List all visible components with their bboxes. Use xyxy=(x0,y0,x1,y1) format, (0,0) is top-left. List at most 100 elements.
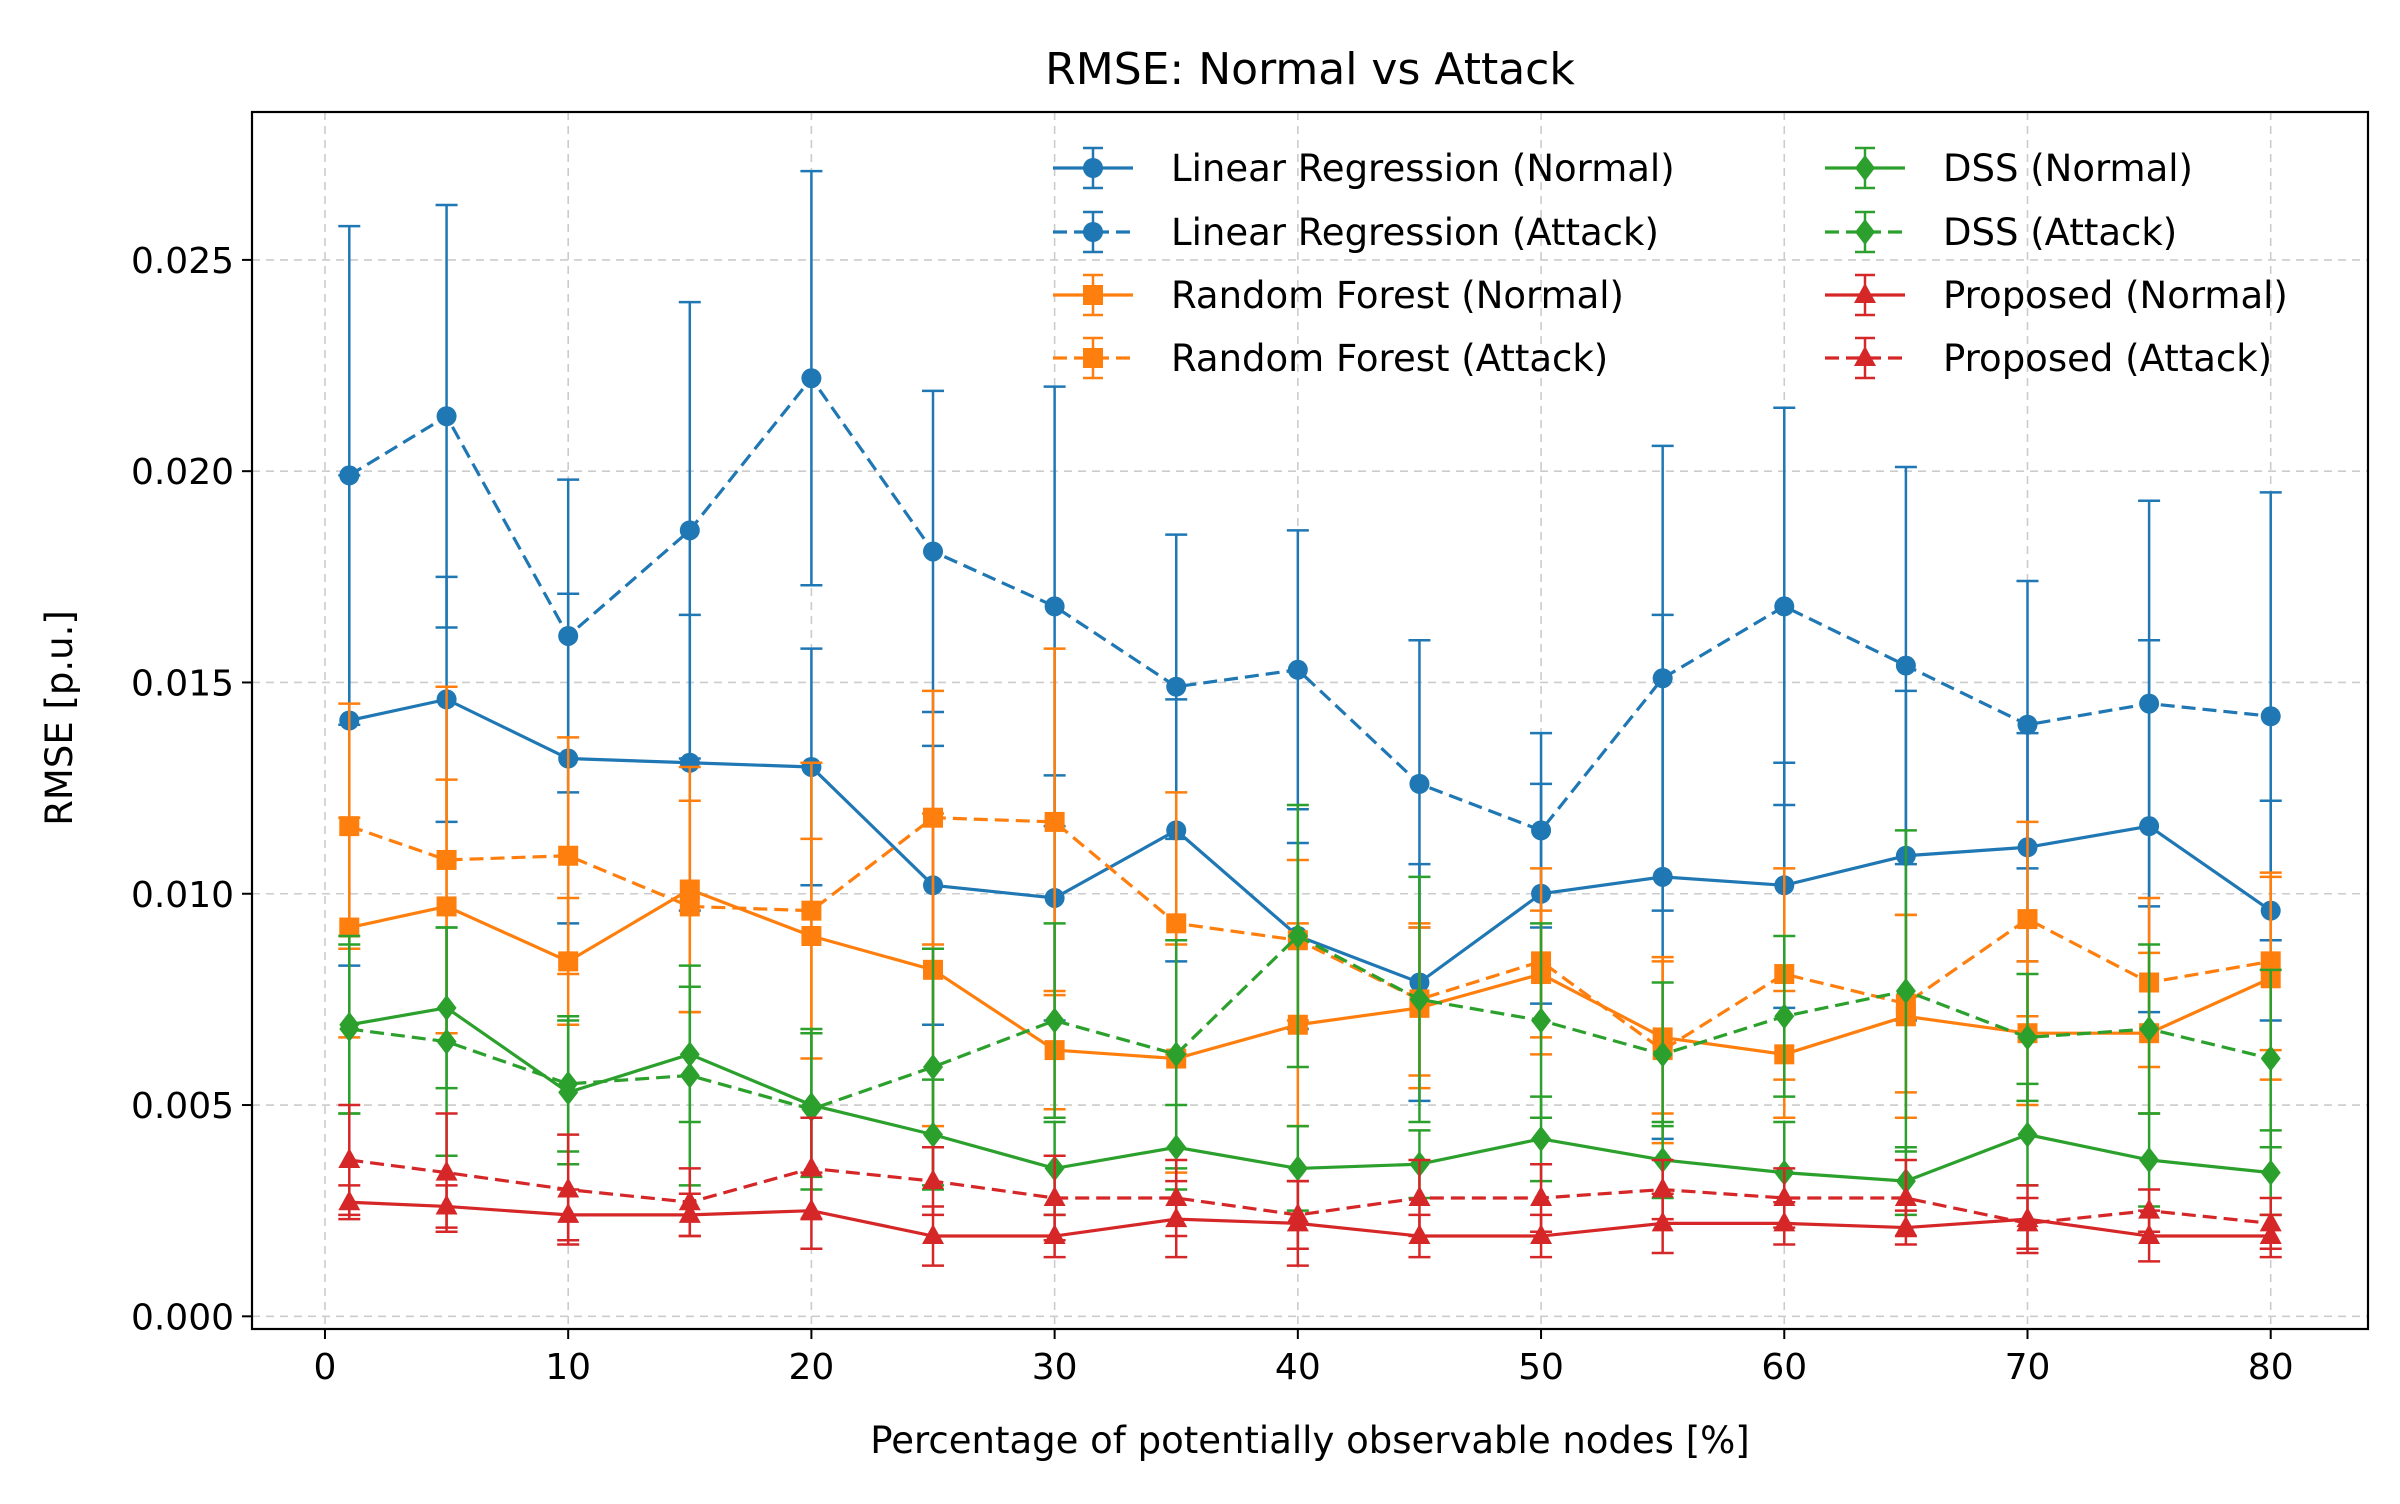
data-point xyxy=(2139,1015,2160,1042)
data-point xyxy=(679,896,700,917)
data-point xyxy=(1894,1186,1917,1207)
data-point xyxy=(1286,1202,1309,1223)
data-point xyxy=(800,1156,823,1177)
data-point xyxy=(2017,1121,2038,1148)
data-point xyxy=(1652,668,1673,689)
data-point xyxy=(1531,1125,1552,1152)
data-point xyxy=(1774,1003,1795,1030)
series-2 xyxy=(338,169,2282,942)
data-point xyxy=(338,1147,361,1168)
data-point xyxy=(2260,1045,2281,1072)
data-point xyxy=(1531,1007,1552,1034)
x-tick-label: 20 xyxy=(788,1347,834,1388)
data-point xyxy=(922,1224,945,1245)
data-point xyxy=(2138,1198,2161,1219)
legend-label: Random Forest (Attack) xyxy=(1171,337,1608,380)
legend-marker xyxy=(1855,155,1875,181)
x-tick-label: 70 xyxy=(2005,1347,2051,1388)
data-point xyxy=(801,1096,822,1123)
data-point xyxy=(1044,1007,1065,1034)
data-point xyxy=(1409,773,1430,794)
data-point xyxy=(1044,596,1065,617)
x-tick-label: 60 xyxy=(1761,1347,1807,1388)
data-point xyxy=(923,807,944,828)
data-point xyxy=(1530,1224,1553,1245)
data-point xyxy=(2017,714,2038,735)
data-point xyxy=(2260,951,2281,972)
data-point xyxy=(339,816,360,837)
data-point xyxy=(1409,986,1430,1013)
data-point xyxy=(1287,923,1308,950)
data-point xyxy=(678,1190,701,1211)
data-point xyxy=(1895,655,1916,676)
data-point xyxy=(679,520,700,541)
legend-entry-7: Proposed (Normal) xyxy=(1825,273,2288,317)
legend-entry-1: Linear Regression (Normal) xyxy=(1053,146,1675,190)
legend-entry-3: Random Forest (Normal) xyxy=(1053,273,1624,317)
data-point xyxy=(1166,676,1187,697)
x-tick-label: 30 xyxy=(1032,1347,1078,1388)
chart-title: RMSE: Normal vs Attack xyxy=(1045,44,1575,95)
data-point xyxy=(1531,820,1552,841)
y-tick-label: 0.025 xyxy=(131,241,234,282)
data-point xyxy=(801,368,822,389)
y-tick-label: 0.005 xyxy=(131,1086,234,1127)
data-point xyxy=(2260,1159,2281,1186)
legend-marker xyxy=(1083,158,1103,178)
plot-series xyxy=(338,169,2282,1267)
data-point xyxy=(339,465,360,486)
data-point xyxy=(922,1169,945,1190)
legend-entry-8: Proposed (Attack) xyxy=(1825,336,2272,380)
y-tick-label: 0.015 xyxy=(131,663,234,704)
legend-label: Linear Regression (Attack) xyxy=(1171,211,1659,254)
data-point xyxy=(1166,913,1187,934)
data-point xyxy=(558,845,579,866)
data-point xyxy=(1043,1186,1066,1207)
legend-marker xyxy=(1855,219,1875,245)
data-point xyxy=(436,849,457,870)
data-point xyxy=(1408,1186,1431,1207)
legend-entry-2: Linear Regression (Attack) xyxy=(1053,210,1659,254)
legend-label: Proposed (Attack) xyxy=(1943,337,2272,380)
series-8 xyxy=(338,1103,2282,1250)
legend-marker xyxy=(1083,222,1103,242)
legend: Linear Regression (Normal) Linear Regress… xyxy=(1053,146,2288,380)
data-point xyxy=(2139,1146,2160,1173)
data-point xyxy=(557,1177,580,1198)
legend-marker xyxy=(1083,348,1103,368)
data-point xyxy=(1287,659,1308,680)
data-point xyxy=(1773,1186,1796,1207)
axis-ticks: 0 10 20 30 40 50 60 70 80 0.000 0.005 0.010 0.015 0.0… xyxy=(131,241,2294,1388)
y-tick-label: 0.010 xyxy=(131,875,234,916)
data-point xyxy=(923,541,944,562)
data-point xyxy=(1652,1041,1673,1068)
data-point xyxy=(1651,1177,1674,1198)
legend-entry-4: Random Forest (Attack) xyxy=(1053,336,1608,380)
data-point xyxy=(436,406,457,427)
data-point xyxy=(2017,1024,2038,1051)
x-tick-label: 0 xyxy=(314,1347,337,1388)
legend-label: Random Forest (Normal) xyxy=(1171,274,1624,317)
legend-marker xyxy=(1083,285,1103,305)
data-point xyxy=(2016,1211,2039,1232)
data-point xyxy=(1895,977,1916,1004)
data-point xyxy=(2259,1211,2282,1232)
legend-label: Linear Regression (Normal) xyxy=(1171,147,1675,190)
y-tick-label: 0.020 xyxy=(131,452,234,493)
data-point xyxy=(1651,1211,1674,1232)
data-point xyxy=(1165,1186,1188,1207)
data-point xyxy=(923,1054,944,1081)
series-6 xyxy=(338,803,2282,1191)
x-tick-label: 50 xyxy=(1518,1347,1564,1388)
data-point xyxy=(1774,596,1795,617)
x-tick-label: 40 xyxy=(1275,1347,1321,1388)
data-point xyxy=(2139,693,2160,714)
data-point xyxy=(2017,909,2038,930)
legend-label: Proposed (Normal) xyxy=(1943,274,2288,317)
data-point xyxy=(801,900,822,921)
data-point xyxy=(1166,1041,1187,1068)
x-tick-label: 10 xyxy=(545,1347,591,1388)
